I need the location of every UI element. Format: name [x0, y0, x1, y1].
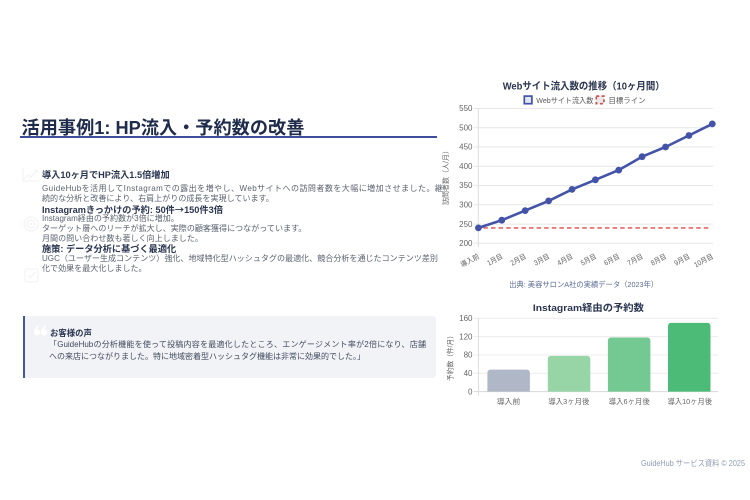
svg-text:導入3ヶ月後: 導入3ヶ月後 [548, 396, 589, 406]
svg-text:80: 80 [464, 351, 473, 360]
svg-text:GuideHub サービス資料 © 2025: GuideHub サービス資料 © 2025 [641, 458, 745, 468]
svg-text:550: 550 [459, 104, 473, 113]
svg-text:10月目: 10月目 [692, 252, 714, 270]
svg-text:9月目: 9月目 [673, 252, 692, 268]
svg-text:訪問者数（人/月）: 訪問者数（人/月） [441, 147, 450, 205]
svg-text:Webサイト流入数: Webサイト流入数 [536, 95, 593, 105]
svg-text:予約数（件/月）: 予約数（件/月） [445, 332, 454, 381]
svg-text:3月目: 3月目 [532, 252, 551, 268]
svg-text:5月目: 5月目 [579, 252, 598, 268]
svg-text:0: 0 [468, 387, 473, 396]
svg-text:1月目: 1月目 [485, 252, 504, 268]
svg-text:250: 250 [459, 220, 473, 229]
svg-text:導入前: 導入前 [459, 252, 481, 269]
svg-text:導入6ヶ月後: 導入6ヶ月後 [609, 396, 650, 406]
svg-text:Instagram経由の予約数: Instagram経由の予約数 [533, 302, 645, 314]
svg-text:300: 300 [459, 201, 473, 210]
svg-text:7月目: 7月目 [626, 252, 645, 268]
svg-text:2月目: 2月目 [509, 252, 528, 268]
svg-text:6月目: 6月目 [602, 252, 621, 268]
svg-text:4月目: 4月目 [556, 252, 575, 268]
svg-text:500: 500 [459, 124, 473, 133]
svg-text:Webサイト流入数の推移（10ヶ月間）: Webサイト流入数の推移（10ヶ月間） [503, 80, 665, 93]
svg-text:160: 160 [459, 314, 473, 323]
svg-text:目標ライン: 目標ライン [609, 95, 646, 105]
svg-text:8月目: 8月目 [649, 252, 668, 268]
svg-text:200: 200 [459, 239, 473, 248]
svg-text:出典: 美容サロンA社の実績データ（2023年）: 出典: 美容サロンA社の実績データ（2023年） [509, 279, 658, 289]
svg-text:120: 120 [459, 332, 473, 341]
svg-text:40: 40 [464, 369, 473, 378]
svg-text:350: 350 [459, 181, 473, 190]
svg-text:450: 450 [459, 143, 473, 152]
svg-text:400: 400 [459, 162, 473, 171]
svg-text:導入10ヶ月後: 導入10ヶ月後 [668, 396, 713, 406]
svg-text:導入前: 導入前 [497, 396, 521, 406]
